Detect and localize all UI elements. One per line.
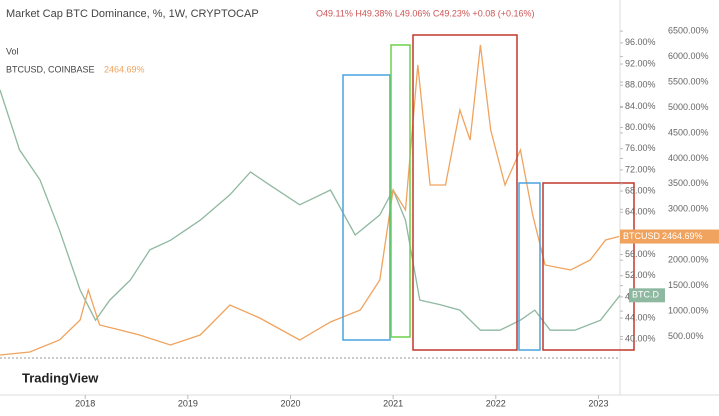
highlight-box [342,74,391,341]
x-tick-label: 2019 [178,398,198,408]
chart-title: Market Cap BTC Dominance, %, 1W, CRYPTOC… [6,8,259,20]
y2-tick-label: 5000.00% [668,102,709,112]
volume-label: Vol [6,46,19,56]
x-tick-label: 2022 [486,398,506,408]
y2-tick-label: 1000.00% [668,305,709,315]
highlight-box [412,34,518,351]
x-tick-label: 2023 [588,398,608,408]
y-tick-label: 68.00% [625,185,656,195]
legend-entry: BTCUSD, COINBASE [6,64,95,74]
y2-tick-label: 2000.00% [668,255,709,265]
price-tag [629,288,665,303]
y2-tick-label: 4000.00% [668,153,709,163]
series-line [0,89,621,331]
price-tag-label: BTC.D [632,290,660,300]
y2-tick-label: 3000.00% [668,204,709,214]
y2-tick-label: 5500.00% [668,76,709,86]
y2-tick-label: 3500.00% [668,178,709,188]
y-tick-label: 96.00% [625,37,656,47]
y-tick-label: 64.00% [625,207,656,217]
highlight-box [542,182,635,351]
y-tick-label: 44.00% [625,312,656,322]
y-tick-label: 80.00% [625,122,656,132]
highlight-box [518,182,541,351]
x-tick-label: 2018 [75,398,95,408]
y-tick-label: 52.00% [625,270,656,280]
x-tick-label: 2020 [280,398,300,408]
y-tick-label: 84.00% [625,101,656,111]
highlight-box [390,44,411,338]
legend-value: 2464.69% [104,64,145,74]
y-tick-label: 40.00% [625,334,656,344]
logo: TradingView [22,370,99,385]
price-tag-label: BTCUSD [623,231,661,241]
x-tick-label: 2021 [383,398,403,408]
series-line [0,44,620,356]
price-tag-value: 2464.69% [662,231,703,241]
y2-tick-label: 4500.00% [668,127,709,137]
y2-tick-label: 6500.00% [668,26,709,36]
y2-tick-label: 1500.00% [668,280,709,290]
y-tick-label: 76.00% [625,143,656,153]
y-tick-label: 88.00% [625,80,656,90]
y-tick-label: 56.00% [625,249,656,259]
y-tick-label: 92.00% [625,58,656,68]
ohlc-readout: O49.11% H49.38% L49.06% C49.23% +0.08 (+… [316,8,534,18]
plot-area [0,44,621,356]
y2-tick-label: 6000.00% [668,51,709,61]
y2-tick-label: 500.00% [668,331,704,341]
price-tag [620,229,719,244]
y-tick-label: 72.00% [625,164,656,174]
